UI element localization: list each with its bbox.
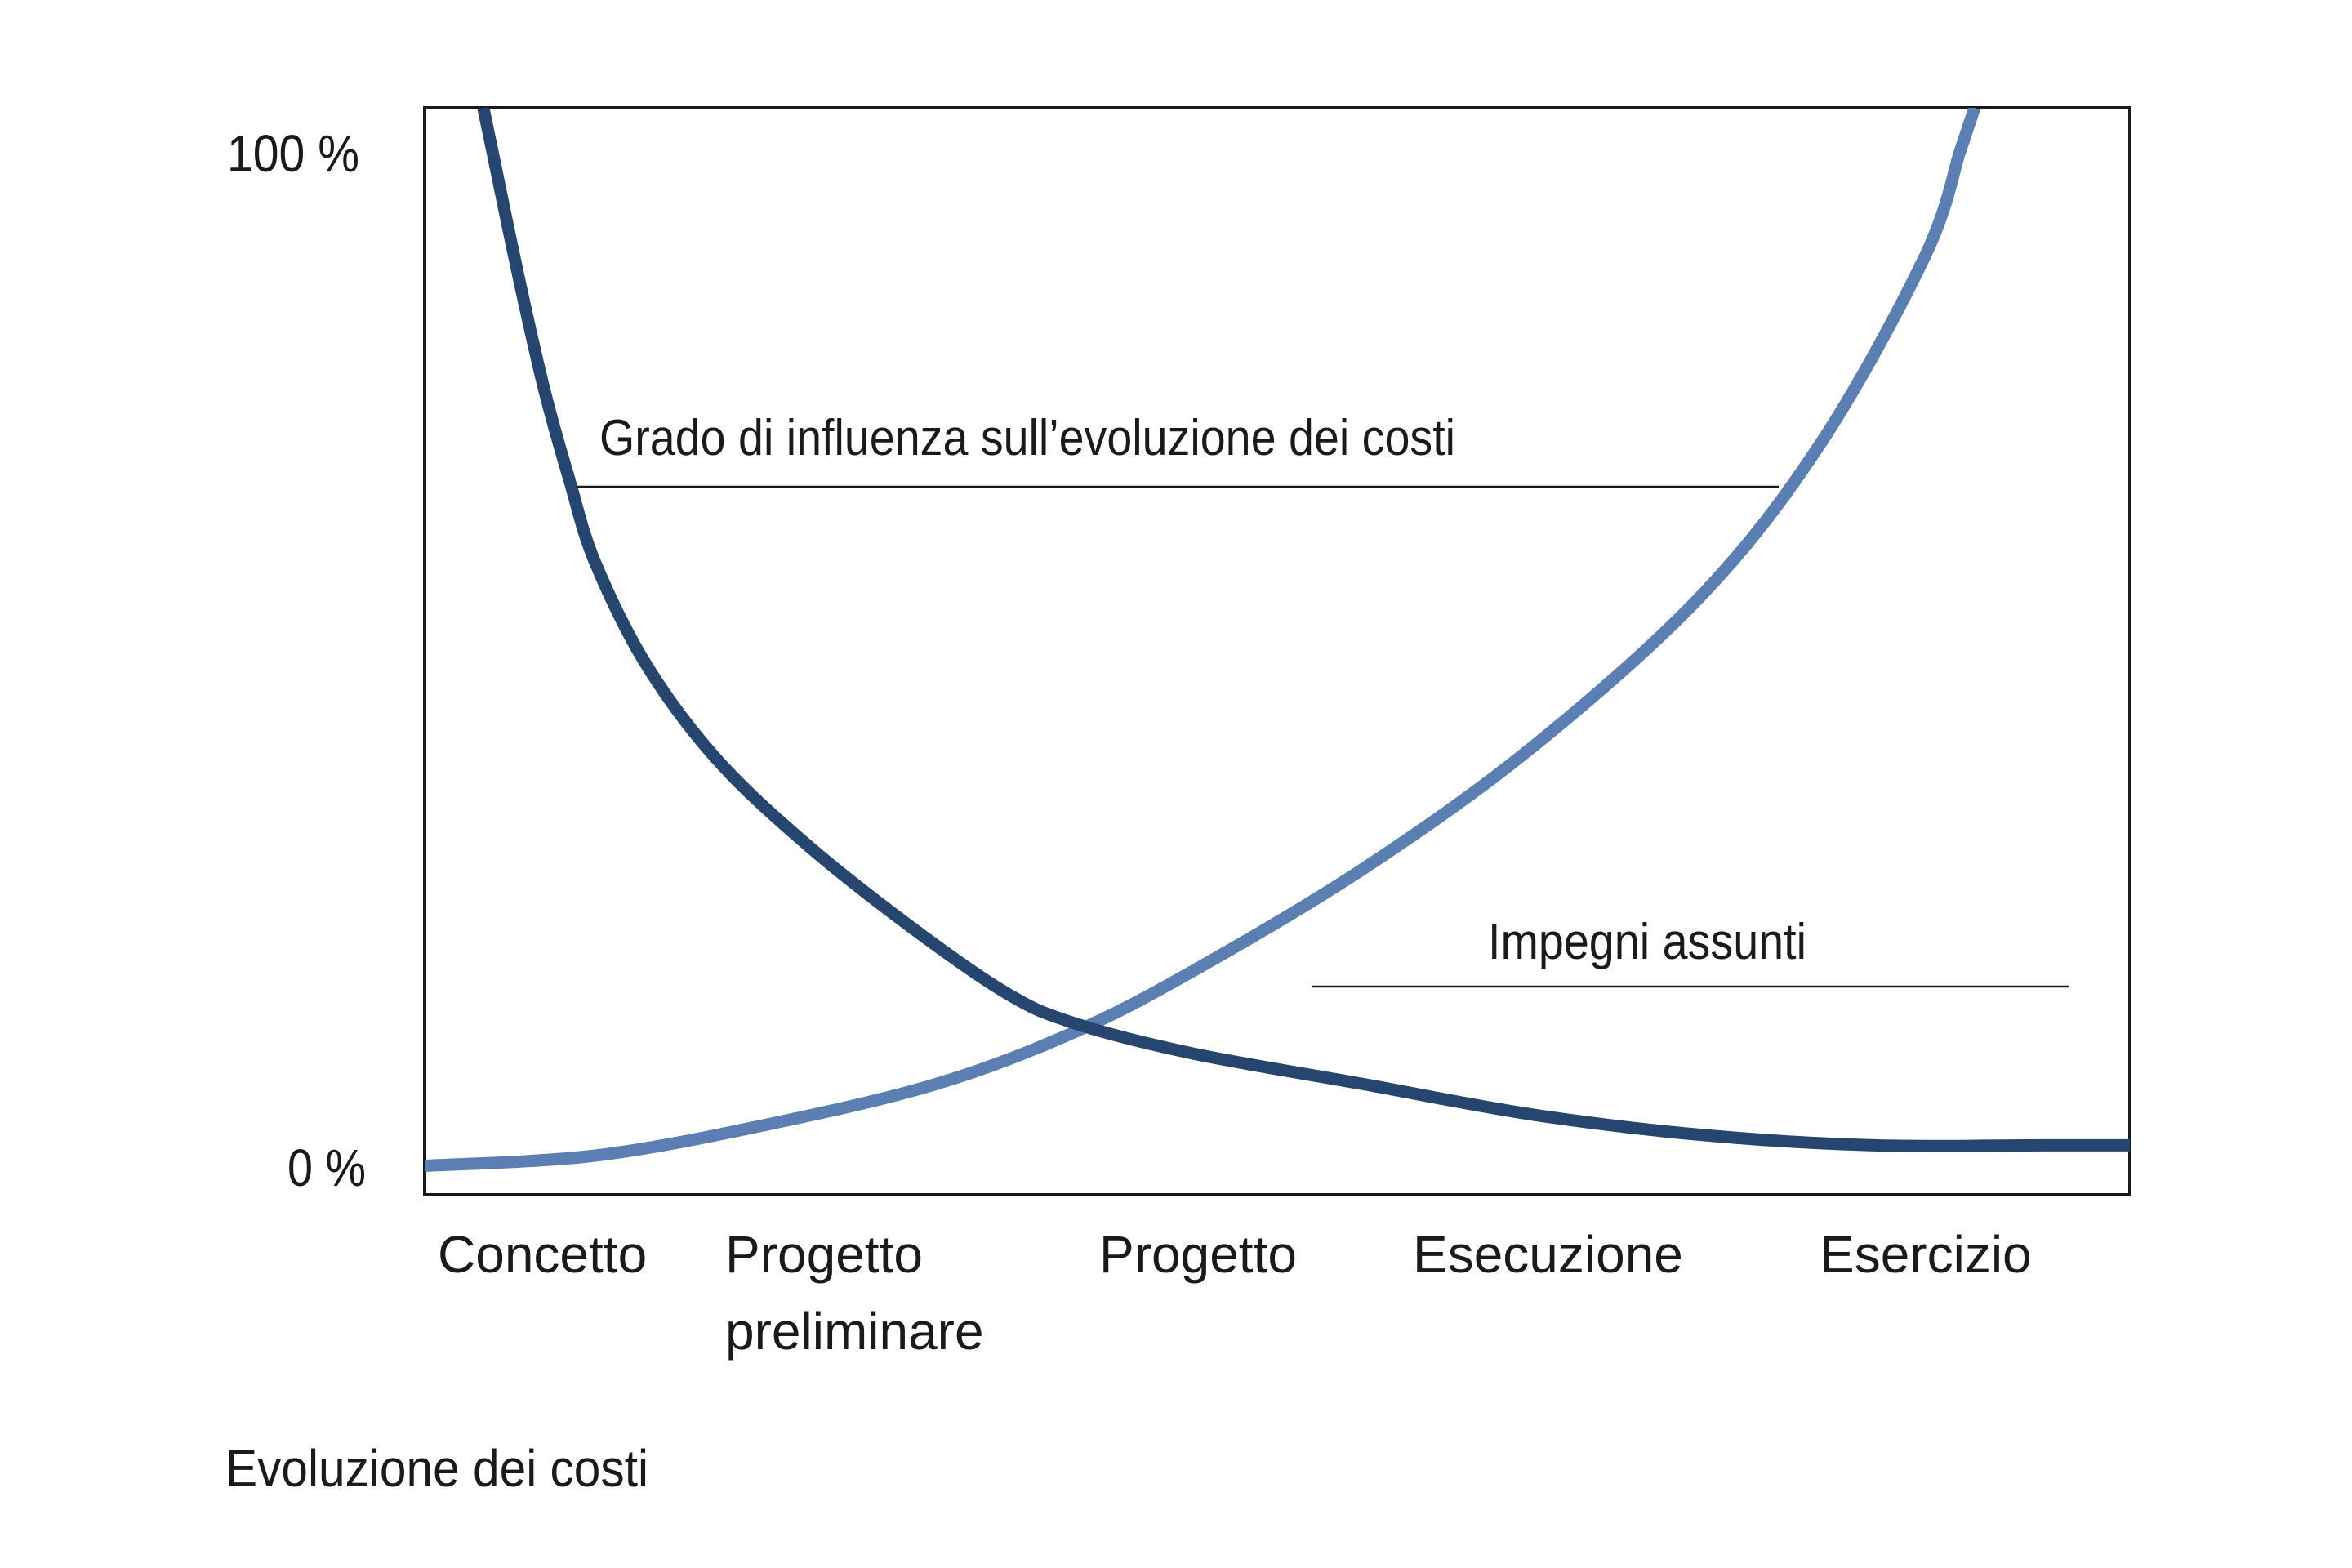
x-axis-labels: Concetto Progetto preliminare Progetto Esecu… xyxy=(438,1225,2032,1361)
x-tick-label: Concetto xyxy=(438,1225,647,1284)
x-tick-label-line: Concetto xyxy=(438,1225,647,1284)
y-tick-label-bottom: 0 % xyxy=(287,1138,366,1197)
series-line-commitments xyxy=(425,151,1966,1172)
x-tick-label: Esercizio xyxy=(1820,1225,2032,1284)
series-line-influence xyxy=(487,152,2130,1152)
series-line-commitments-extension xyxy=(1953,108,1980,156)
y-tick-label-top: 100 % xyxy=(227,124,359,183)
chart-caption: Evoluzione dei costi xyxy=(225,1439,648,1498)
x-tick-label: Esecuzione xyxy=(1413,1225,1683,1284)
x-tick-label-line: preliminare xyxy=(725,1302,984,1361)
x-tick-label-line: Progetto xyxy=(1099,1225,1297,1284)
series-label-commitments: Impegni assunti xyxy=(1488,914,1806,970)
series-line-influence-extension xyxy=(477,108,499,155)
x-tick-label-line: Esecuzione xyxy=(1413,1225,1683,1284)
x-tick-label-line: Esercizio xyxy=(1820,1225,2032,1284)
x-tick-label-line: Progetto xyxy=(725,1225,923,1284)
x-tick-label: Progetto preliminare xyxy=(725,1225,984,1361)
x-tick-label: Progetto xyxy=(1099,1225,1297,1284)
series-label-influence: Grado di influenza sull’evoluzione dei c… xyxy=(599,410,1455,466)
plot-frame xyxy=(423,106,2132,1196)
series-layer xyxy=(425,108,2130,1172)
